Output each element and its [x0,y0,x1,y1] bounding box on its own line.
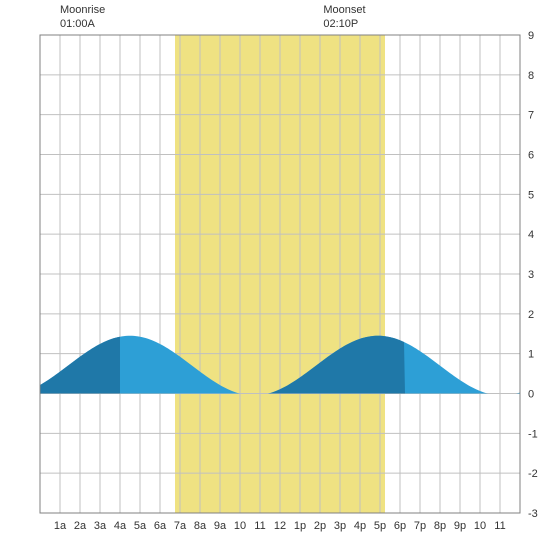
moonrise-title: Moonrise [60,4,105,16]
svg-text:9: 9 [528,30,534,42]
svg-text:7: 7 [528,110,534,122]
svg-text:0: 0 [528,389,534,401]
svg-text:7a: 7a [174,520,187,532]
svg-text:8a: 8a [194,520,207,532]
moonset-label: Moonset 02:10P [323,3,365,32]
svg-text:6p: 6p [394,520,406,532]
svg-text:3: 3 [528,269,534,281]
moonset-value: 02:10P [323,18,358,30]
svg-text:-2: -2 [528,468,538,480]
svg-text:1a: 1a [54,520,67,532]
moonset-title: Moonset [323,4,365,16]
svg-text:9p: 9p [454,520,466,532]
svg-text:4a: 4a [114,520,127,532]
svg-text:6: 6 [528,150,534,162]
tide-chart: Moonrise 01:00A Moonset 02:10P -3-2-1012… [0,0,550,550]
svg-text:5p: 5p [374,520,386,532]
svg-text:11: 11 [494,520,505,532]
svg-text:7p: 7p [414,520,426,532]
svg-text:10: 10 [474,520,486,532]
svg-text:-1: -1 [528,428,538,440]
moonrise-label: Moonrise 01:00A [60,3,105,32]
svg-text:5a: 5a [134,520,147,532]
moonrise-value: 01:00A [60,18,95,30]
svg-text:3p: 3p [334,520,346,532]
svg-text:3a: 3a [94,520,107,532]
svg-text:10: 10 [234,520,246,532]
svg-text:2p: 2p [314,520,326,532]
svg-text:8: 8 [528,70,534,82]
svg-text:2: 2 [528,309,534,321]
svg-text:2a: 2a [74,520,87,532]
svg-text:1: 1 [528,349,534,361]
svg-text:12: 12 [274,520,286,532]
svg-text:8p: 8p [434,520,446,532]
svg-text:1p: 1p [294,520,306,532]
chart-svg: -3-2-101234567891a2a3a4a5a6a7a8a9a101112… [0,0,550,550]
svg-text:6a: 6a [154,520,167,532]
svg-text:4: 4 [528,229,534,241]
svg-text:5: 5 [528,189,534,201]
svg-text:4p: 4p [354,520,366,532]
svg-text:9a: 9a [214,520,227,532]
svg-text:-3: -3 [528,508,538,520]
svg-text:11: 11 [254,520,265,532]
